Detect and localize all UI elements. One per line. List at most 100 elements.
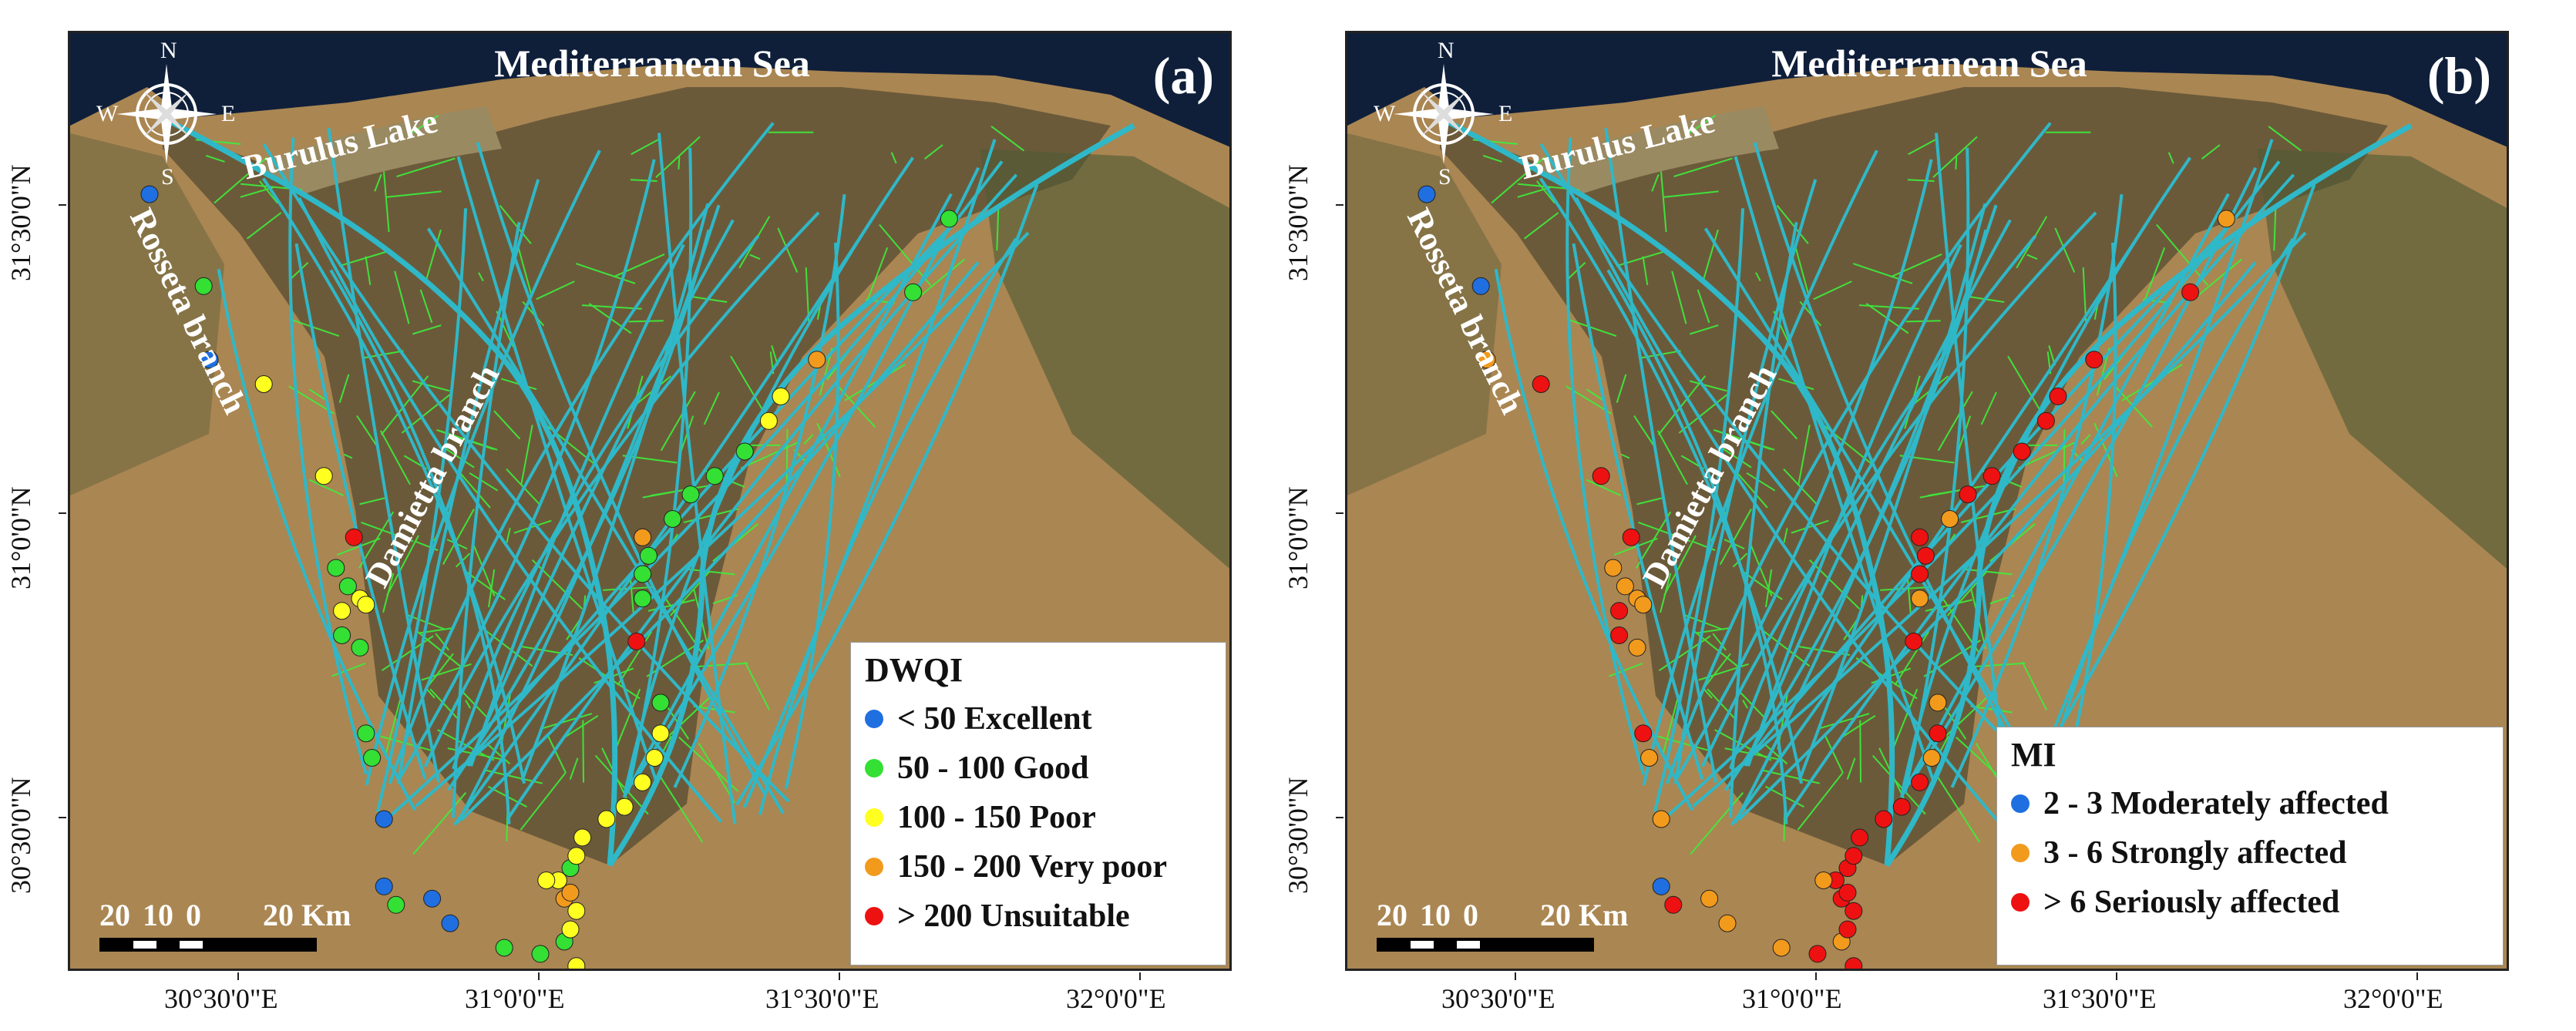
drain-line <box>1891 688 1919 751</box>
drain-line <box>541 713 593 730</box>
sample-point-serious <box>1905 633 1923 650</box>
sample-point-good <box>387 895 405 914</box>
burulus-lake <box>1532 106 1779 195</box>
basemap <box>70 33 1229 969</box>
drain-line <box>631 139 659 156</box>
x-tick-mark <box>1515 972 1516 980</box>
drain-line <box>996 206 1000 251</box>
drain-line <box>690 662 748 668</box>
drain-line <box>1704 653 1731 687</box>
drain-line <box>531 559 583 610</box>
drain-line <box>1712 633 1727 651</box>
sample-point-serious <box>1610 602 1629 620</box>
drain-line <box>536 280 575 301</box>
drain-line <box>2080 434 2091 445</box>
drain-line <box>617 630 653 686</box>
drain-line <box>517 245 533 295</box>
drain-line <box>1660 171 1667 232</box>
sample-point-excellent <box>441 914 459 932</box>
sample-point-good <box>333 626 351 644</box>
drain-line <box>1736 687 1765 718</box>
sample-point-serious <box>1916 546 1935 565</box>
sample-point-serious <box>1622 528 1640 546</box>
drain-line <box>478 272 484 282</box>
legend-label: > 6 Seriously affected <box>2043 885 2340 920</box>
x-tick-mark <box>1815 972 1817 980</box>
sample-point-excellent <box>375 810 393 828</box>
sample-point-strong <box>1628 638 1646 657</box>
legend-label: 3 - 6 Strongly affected <box>2043 835 2347 871</box>
drain-line <box>385 190 442 198</box>
drain-line <box>1765 744 1788 765</box>
drain-line <box>2054 227 2076 273</box>
sample-point-serious <box>1911 565 1929 583</box>
canal-line <box>365 149 601 786</box>
sample-point-serious <box>1845 847 1863 865</box>
legend-swatch-poor <box>865 808 883 827</box>
sample-point-serious <box>2049 387 2067 405</box>
sample-point-poor <box>597 810 616 828</box>
compass-n: N <box>160 38 177 63</box>
drain-line <box>1846 757 1856 780</box>
compass-n: N <box>1438 38 1454 63</box>
drain-line <box>1813 280 1852 301</box>
drain-line <box>703 391 720 425</box>
sample-point-poor <box>314 467 333 485</box>
drain-line <box>427 653 454 687</box>
drain-line <box>259 180 278 204</box>
y-tick-mark <box>59 204 66 206</box>
legend: MI 2 - 3 Moderately affected 3 - 6 Strong… <box>1996 727 2504 966</box>
rosetta-branch-line <box>1438 115 1895 866</box>
drain-line <box>380 735 434 752</box>
drain-line <box>1690 792 1744 855</box>
drain-line <box>923 144 943 160</box>
sample-point-poor <box>567 957 586 969</box>
panel-letter: (b) <box>2426 46 2491 105</box>
drain-line <box>331 663 366 677</box>
drain-line <box>1491 156 1545 204</box>
canal-line <box>375 208 468 812</box>
canal-line <box>1673 179 1818 784</box>
sea-area <box>70 33 1229 147</box>
sample-point-unsuitable <box>627 633 646 650</box>
drain-line <box>1586 388 1606 402</box>
canal-line <box>294 243 427 780</box>
drain-line <box>1906 575 1912 613</box>
sample-point-serious <box>1911 528 1929 546</box>
x-tick-mark <box>1139 972 1141 980</box>
drain-line <box>990 126 1024 152</box>
sample-point-strong <box>1652 810 1670 828</box>
sample-point-moderate <box>1652 877 1670 895</box>
sample-point-poor <box>651 724 670 743</box>
compass-s: S <box>161 164 174 190</box>
drain-line <box>1783 528 1788 543</box>
canal-line <box>298 196 723 823</box>
drain-line <box>205 154 225 163</box>
canal-line <box>758 237 1017 815</box>
drain-line <box>384 694 402 757</box>
drain-line <box>1517 186 1552 198</box>
sample-point-strong <box>1922 749 1941 767</box>
canal-line <box>327 127 441 783</box>
drain-line <box>336 537 381 556</box>
canal-line <box>1900 156 2191 794</box>
legend-item-good: 50 - 100 Good <box>865 744 1212 793</box>
scale-label-0: 0 <box>1463 898 1478 932</box>
scale-bar: 20 10 0 20 Km <box>1377 897 1628 952</box>
legend-label: 2 - 3 Moderately affected <box>2043 786 2389 821</box>
drain-line <box>569 757 579 780</box>
sample-point-poor <box>573 828 592 847</box>
canal-line <box>1753 142 2043 795</box>
drain-line <box>678 156 681 170</box>
drain-line <box>2201 144 2221 160</box>
sample-point-good <box>904 283 923 301</box>
drain-line <box>546 734 567 774</box>
canal-line <box>1903 147 1970 794</box>
drain-line <box>1894 630 1930 686</box>
drain-line <box>575 263 636 284</box>
drain-line <box>394 270 410 324</box>
burulus-lake <box>255 106 502 195</box>
canal-line <box>1675 159 1933 779</box>
y-tick-label: 30°30'0"N <box>5 777 36 894</box>
sample-point-excellent <box>423 889 442 908</box>
